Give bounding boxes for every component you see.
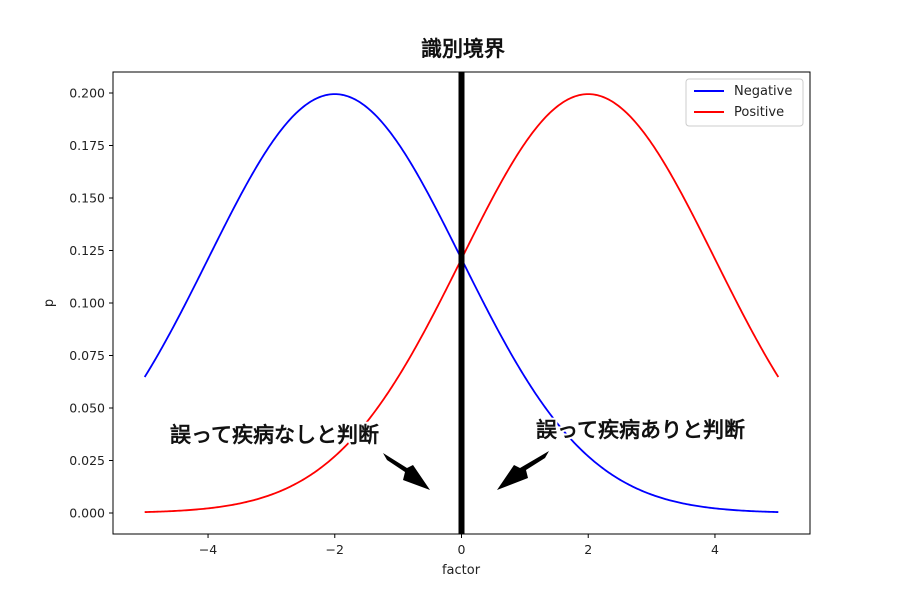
y-tick-label: 0.150 — [69, 191, 105, 206]
y-tick-label: 0.125 — [69, 243, 105, 258]
y-axis-title: p — [42, 299, 57, 307]
annotations: 誤って疾病なしと判断 誤って疾病ありと判断 — [168, 416, 747, 490]
annotation-false-positive: 誤って疾病ありと判断 — [536, 418, 745, 442]
y-tick-label: 0.025 — [69, 453, 105, 468]
legend-label-positive: Positive — [734, 105, 784, 120]
legend-label-negative: Negative — [734, 84, 792, 99]
x-tick-label: −2 — [326, 542, 344, 557]
y-tick-label: 0.175 — [69, 138, 105, 153]
x-axis-title: factor — [442, 563, 481, 578]
x-tick-label: −4 — [199, 542, 217, 557]
y-tick-label: 0.075 — [69, 348, 105, 363]
y-tick-label: 0.200 — [69, 86, 105, 101]
y-tick-label: 0.000 — [69, 506, 105, 521]
x-tick-label: 0 — [458, 542, 466, 557]
y-axis: 0.000 0.025 0.050 0.075 0.100 0.125 0.150 0.175… — [69, 86, 113, 521]
legend: Negative Positive — [685, 78, 804, 127]
chart-title: 識別境界 — [421, 37, 505, 61]
y-tick-label: 0.100 — [69, 296, 105, 311]
x-tick-label: 4 — [711, 542, 719, 557]
annotation-false-negative: 誤って疾病なしと判断 — [170, 423, 379, 447]
x-axis: −4 −2 0 2 4 — [199, 534, 719, 557]
annotation-arrow-false-positive — [497, 451, 549, 490]
x-tick-label: 2 — [584, 542, 592, 557]
annotation-arrow-false-negative — [383, 453, 430, 490]
y-tick-label: 0.050 — [69, 401, 105, 416]
